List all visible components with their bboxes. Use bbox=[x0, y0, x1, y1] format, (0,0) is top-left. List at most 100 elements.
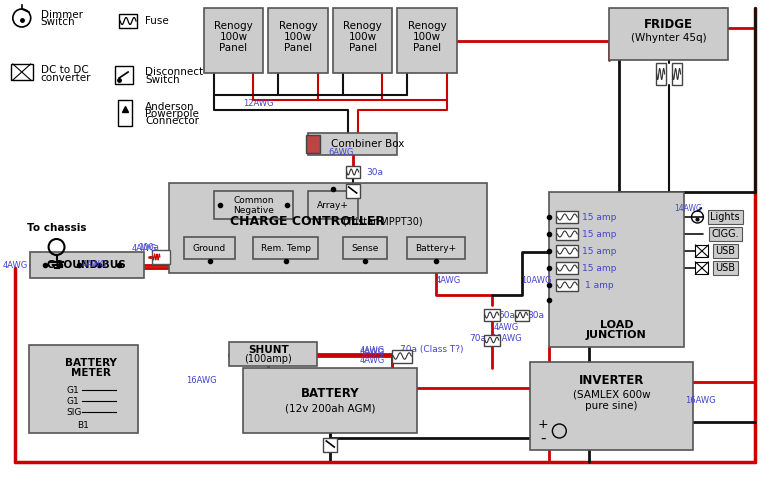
Text: -: - bbox=[541, 430, 546, 445]
Text: 4AWG: 4AWG bbox=[494, 323, 519, 331]
Text: CIGG.: CIGG. bbox=[711, 229, 739, 239]
Text: 15 amp: 15 amp bbox=[582, 264, 616, 272]
Bar bbox=[346, 184, 359, 198]
Text: USB: USB bbox=[715, 246, 735, 256]
Text: Lights: Lights bbox=[710, 212, 740, 222]
Text: 4AWG: 4AWG bbox=[360, 347, 385, 356]
Text: Anderson: Anderson bbox=[145, 102, 194, 112]
Text: Negative: Negative bbox=[233, 205, 273, 214]
Text: SHUNT: SHUNT bbox=[248, 345, 289, 355]
Text: METER: METER bbox=[71, 368, 111, 378]
Text: JUNCTION: JUNCTION bbox=[586, 330, 647, 340]
Text: SIG: SIG bbox=[67, 408, 82, 416]
Bar bbox=[671, 63, 681, 85]
Text: 70a: 70a bbox=[469, 333, 486, 342]
Text: FRIDGE: FRIDGE bbox=[644, 17, 694, 30]
Bar bbox=[515, 310, 528, 321]
Text: 1 amp: 1 amp bbox=[584, 281, 614, 289]
Bar bbox=[214, 191, 293, 219]
Text: (12v 200ah AGM): (12v 200ah AGM) bbox=[285, 403, 376, 413]
Bar bbox=[556, 262, 578, 274]
Text: B1: B1 bbox=[78, 421, 89, 429]
Bar bbox=[529, 362, 694, 450]
Bar bbox=[556, 211, 578, 223]
Text: To chassis: To chassis bbox=[27, 223, 86, 233]
Text: 6AWG: 6AWG bbox=[328, 147, 353, 156]
Text: G1: G1 bbox=[67, 385, 79, 395]
Text: 10AWG: 10AWG bbox=[521, 275, 551, 284]
Text: Array+: Array+ bbox=[317, 200, 349, 210]
Bar bbox=[30, 252, 144, 278]
Bar bbox=[484, 335, 500, 345]
Bar bbox=[118, 100, 132, 126]
Text: USB: USB bbox=[715, 263, 735, 273]
Text: Switch: Switch bbox=[145, 75, 180, 85]
Bar bbox=[407, 237, 465, 259]
Text: 16AWG: 16AWG bbox=[685, 396, 716, 404]
Text: 4AWG: 4AWG bbox=[360, 355, 385, 365]
Bar bbox=[204, 8, 263, 73]
Bar bbox=[152, 250, 170, 264]
Text: INVERTER: INVERTER bbox=[579, 373, 644, 386]
Text: 4AWG: 4AWG bbox=[131, 243, 157, 253]
Text: 4AWG: 4AWG bbox=[360, 345, 385, 355]
Bar bbox=[253, 237, 318, 259]
Bar bbox=[556, 228, 578, 240]
Text: Powerpole: Powerpole bbox=[145, 109, 199, 119]
Text: converter: converter bbox=[41, 73, 91, 83]
Bar bbox=[696, 262, 708, 274]
Bar bbox=[484, 309, 500, 321]
Bar bbox=[696, 245, 708, 257]
Text: 100w: 100w bbox=[349, 32, 376, 42]
Text: +: + bbox=[538, 417, 549, 430]
Text: 16AWG: 16AWG bbox=[187, 375, 217, 384]
Bar bbox=[28, 345, 138, 433]
Text: Combiner Box: Combiner Box bbox=[331, 139, 404, 149]
Text: 100w: 100w bbox=[220, 32, 247, 42]
Text: CHARGE CONTROLLER: CHARGE CONTROLLER bbox=[230, 214, 386, 227]
Text: 12AWG: 12AWG bbox=[243, 99, 273, 108]
Text: Switch: Switch bbox=[41, 17, 75, 27]
Text: Disconnect: Disconnect bbox=[145, 67, 203, 77]
Text: 15 amp: 15 amp bbox=[582, 229, 616, 239]
Text: 100w: 100w bbox=[284, 32, 312, 42]
Text: Fuse: Fuse bbox=[145, 16, 169, 26]
Bar bbox=[308, 191, 358, 219]
Text: DC to DC: DC to DC bbox=[41, 65, 88, 75]
Text: (Whynter 45q): (Whynter 45q) bbox=[631, 33, 707, 43]
Bar bbox=[308, 133, 397, 155]
Text: 16AWG: 16AWG bbox=[492, 333, 522, 342]
Bar bbox=[346, 166, 359, 178]
Text: Rem. Temp: Rem. Temp bbox=[260, 243, 310, 253]
Text: Dimmer: Dimmer bbox=[41, 10, 83, 20]
Bar bbox=[549, 192, 684, 347]
Text: Ground: Ground bbox=[193, 243, 227, 253]
Text: 15 amp: 15 amp bbox=[582, 213, 616, 222]
Text: BATTERY: BATTERY bbox=[301, 386, 359, 399]
Text: Connector: Connector bbox=[145, 116, 199, 126]
Text: 4AWG: 4AWG bbox=[2, 260, 28, 270]
Bar bbox=[243, 368, 417, 433]
Text: Renogy: Renogy bbox=[408, 21, 446, 31]
Bar bbox=[115, 66, 133, 84]
Bar bbox=[323, 438, 337, 452]
Text: (SAMLEX 600w: (SAMLEX 600w bbox=[573, 389, 650, 399]
Text: Panel: Panel bbox=[220, 43, 247, 53]
Text: 4AWG: 4AWG bbox=[81, 259, 107, 269]
Text: G1: G1 bbox=[67, 397, 79, 406]
Text: Panel: Panel bbox=[284, 43, 312, 53]
Text: 100a: 100a bbox=[138, 242, 160, 252]
Bar bbox=[268, 8, 328, 73]
Text: LOAD: LOAD bbox=[600, 320, 634, 330]
Text: 15 amp: 15 amp bbox=[582, 246, 616, 256]
Text: 70a (Class T?): 70a (Class T?) bbox=[400, 344, 464, 354]
Bar bbox=[333, 8, 392, 73]
Bar bbox=[556, 245, 578, 257]
Bar bbox=[556, 279, 578, 291]
Text: 30a: 30a bbox=[527, 311, 544, 319]
Text: 4AWG: 4AWG bbox=[435, 275, 461, 284]
Text: Panel: Panel bbox=[413, 43, 442, 53]
Bar bbox=[397, 8, 457, 73]
Text: 100w: 100w bbox=[413, 32, 442, 42]
Text: Common: Common bbox=[233, 196, 273, 204]
